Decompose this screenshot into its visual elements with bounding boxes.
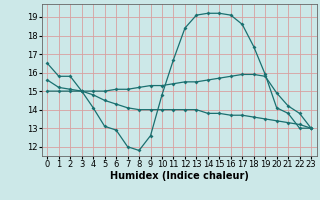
X-axis label: Humidex (Indice chaleur): Humidex (Indice chaleur) <box>110 171 249 181</box>
